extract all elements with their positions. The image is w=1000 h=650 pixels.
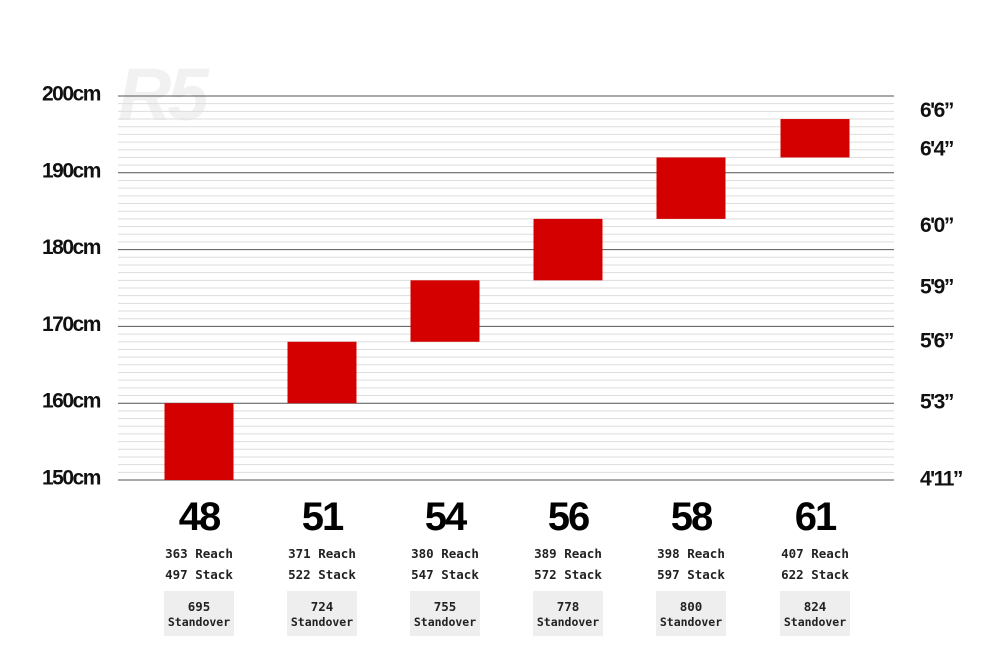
reach-label: 407 Reach [781, 546, 849, 561]
y-right-tick-label: 6'6” [920, 99, 953, 122]
size-label: 61 [795, 495, 837, 539]
y-left-tick-label: 190cm [42, 159, 101, 182]
standover-box [287, 591, 357, 636]
left-axis: 200cm 190cm 180cm 170cm 160cm 150cm [42, 83, 102, 490]
size-label: 54 [425, 495, 468, 539]
bar-size-61 [780, 119, 850, 158]
reach-label: 371 Reach [288, 546, 356, 561]
standover-box [164, 591, 234, 636]
bars [164, 119, 850, 480]
y-left-tick-label: 200cm [42, 83, 101, 106]
size-label: 56 [548, 495, 589, 539]
standover-value: 695 [188, 599, 211, 614]
y-right-tick-label: 4'11” [920, 468, 962, 491]
standover-box [780, 591, 850, 636]
bar-size-58 [656, 157, 726, 219]
y-right-tick-label: 5'3” [920, 391, 953, 414]
y-left-tick-label: 170cm [42, 313, 101, 336]
y-right-tick-label: 6'4” [920, 137, 953, 160]
standover-value: 824 [804, 599, 827, 614]
watermark-text: R5 [118, 53, 210, 136]
reach-label: 398 Reach [657, 546, 725, 561]
y-left-tick-label: 160cm [42, 390, 101, 413]
stack-label: 497 Stack [165, 567, 233, 582]
standover-box [410, 591, 480, 636]
standover-value: 778 [557, 599, 580, 614]
y-left-tick-label: 150cm [42, 467, 101, 490]
stack-label: 597 Stack [657, 567, 725, 582]
bar-size-51 [287, 341, 357, 404]
bar-size-48 [164, 403, 234, 480]
y-right-tick-label: 5'9” [920, 276, 953, 299]
y-right-tick-label: 5'6” [920, 329, 953, 352]
standover-value: 724 [311, 599, 334, 614]
standover-box [533, 591, 603, 636]
standover-label: Standover [414, 615, 476, 629]
bar-size-54 [410, 280, 480, 342]
standover-value: 800 [680, 599, 703, 614]
standover-label: Standover [537, 615, 599, 629]
standover-label: Standover [660, 615, 722, 629]
size-label: 48 [179, 495, 221, 539]
stack-label: 622 Stack [781, 567, 849, 582]
size-label: 58 [671, 495, 713, 539]
reach-label: 380 Reach [411, 546, 479, 561]
grid [118, 95, 894, 481]
standover-label: Standover [784, 615, 846, 629]
stack-label: 522 Stack [288, 567, 356, 582]
standover-box [656, 591, 726, 636]
y-right-tick-label: 6'0” [920, 214, 953, 237]
reach-label: 389 Reach [534, 546, 602, 561]
standover-label: Standover [291, 615, 353, 629]
y-left-tick-label: 180cm [42, 236, 101, 259]
stack-label: 572 Stack [534, 567, 602, 582]
right-axis: 6'6” 6'4” 6'0” 5'9” 5'6” 5'3” 4'11” [920, 99, 963, 491]
stack-label: 547 Stack [411, 567, 479, 582]
size-label: 51 [302, 495, 344, 539]
standover-value: 755 [434, 599, 457, 614]
standover-label: Standover [168, 615, 230, 629]
bar-size-56 [533, 218, 603, 281]
reach-label: 363 Reach [165, 546, 233, 561]
